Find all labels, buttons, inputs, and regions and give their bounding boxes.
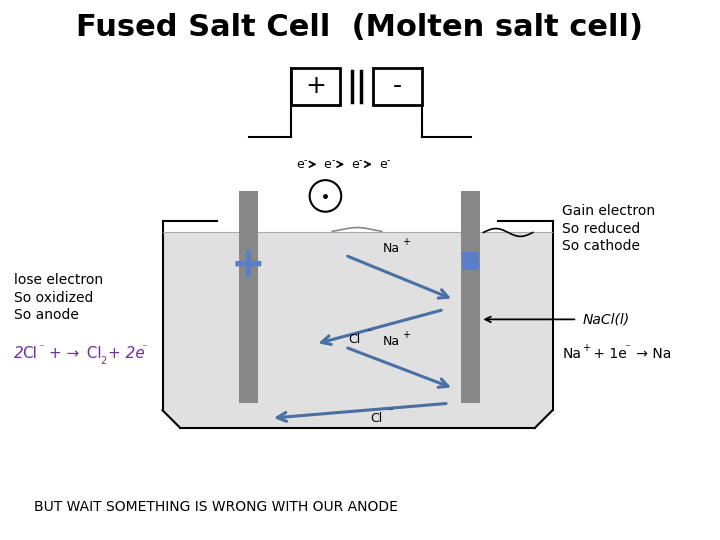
Polygon shape bbox=[163, 233, 552, 427]
Text: Na: Na bbox=[383, 335, 400, 348]
Text: Gain electron: Gain electron bbox=[562, 204, 656, 218]
Bar bbox=[373, 68, 422, 105]
Text: Fused Salt Cell  (Molten salt cell): Fused Salt Cell (Molten salt cell) bbox=[76, 14, 644, 42]
Text: Cl: Cl bbox=[348, 333, 361, 346]
Text: Cl: Cl bbox=[22, 347, 37, 361]
Text: So oxidized: So oxidized bbox=[14, 291, 94, 305]
Text: ⁻: ⁻ bbox=[625, 343, 631, 353]
Text: ⁻: ⁻ bbox=[366, 328, 372, 338]
Text: ⁻: ⁻ bbox=[387, 407, 394, 417]
Text: So cathode: So cathode bbox=[562, 239, 640, 253]
Text: +: + bbox=[231, 244, 266, 286]
Text: -: - bbox=[393, 75, 402, 98]
Text: e: e bbox=[323, 158, 331, 171]
Text: +: + bbox=[402, 330, 410, 340]
Text: -: - bbox=[387, 156, 390, 165]
Circle shape bbox=[310, 180, 341, 212]
Text: -: - bbox=[304, 156, 307, 165]
Text: Cl: Cl bbox=[76, 347, 102, 361]
Text: -: - bbox=[331, 156, 335, 165]
Text: NaCl(l): NaCl(l) bbox=[582, 312, 629, 326]
Text: So reduced: So reduced bbox=[562, 221, 641, 235]
Text: Na: Na bbox=[562, 347, 582, 361]
Text: ⁻: ⁻ bbox=[141, 343, 147, 353]
Text: 2: 2 bbox=[100, 356, 107, 366]
Text: lose electron: lose electron bbox=[14, 273, 104, 287]
Text: + →: + → bbox=[44, 347, 79, 361]
Text: 2: 2 bbox=[14, 347, 24, 361]
Text: e: e bbox=[379, 158, 387, 171]
Text: +: + bbox=[582, 343, 590, 353]
Text: e: e bbox=[296, 158, 304, 171]
Text: + 1e: + 1e bbox=[589, 347, 627, 361]
Text: → Na: → Na bbox=[631, 347, 671, 361]
Bar bbox=[291, 68, 341, 105]
Text: Na: Na bbox=[383, 242, 400, 255]
Text: +: + bbox=[402, 238, 410, 247]
Text: + 2e: + 2e bbox=[108, 347, 145, 361]
Text: BUT WAIT SOMETHING IS WRONG WITH OUR ANODE: BUT WAIT SOMETHING IS WRONG WITH OUR ANO… bbox=[34, 500, 398, 514]
Bar bbox=[462, 252, 480, 270]
Text: ⁻: ⁻ bbox=[38, 343, 44, 353]
Bar bbox=[238, 191, 258, 403]
Text: +: + bbox=[305, 75, 326, 98]
Text: Cl: Cl bbox=[370, 411, 382, 424]
Bar bbox=[461, 191, 480, 403]
Text: -: - bbox=[359, 156, 362, 165]
Text: e: e bbox=[351, 158, 359, 171]
Text: So anode: So anode bbox=[14, 308, 79, 322]
